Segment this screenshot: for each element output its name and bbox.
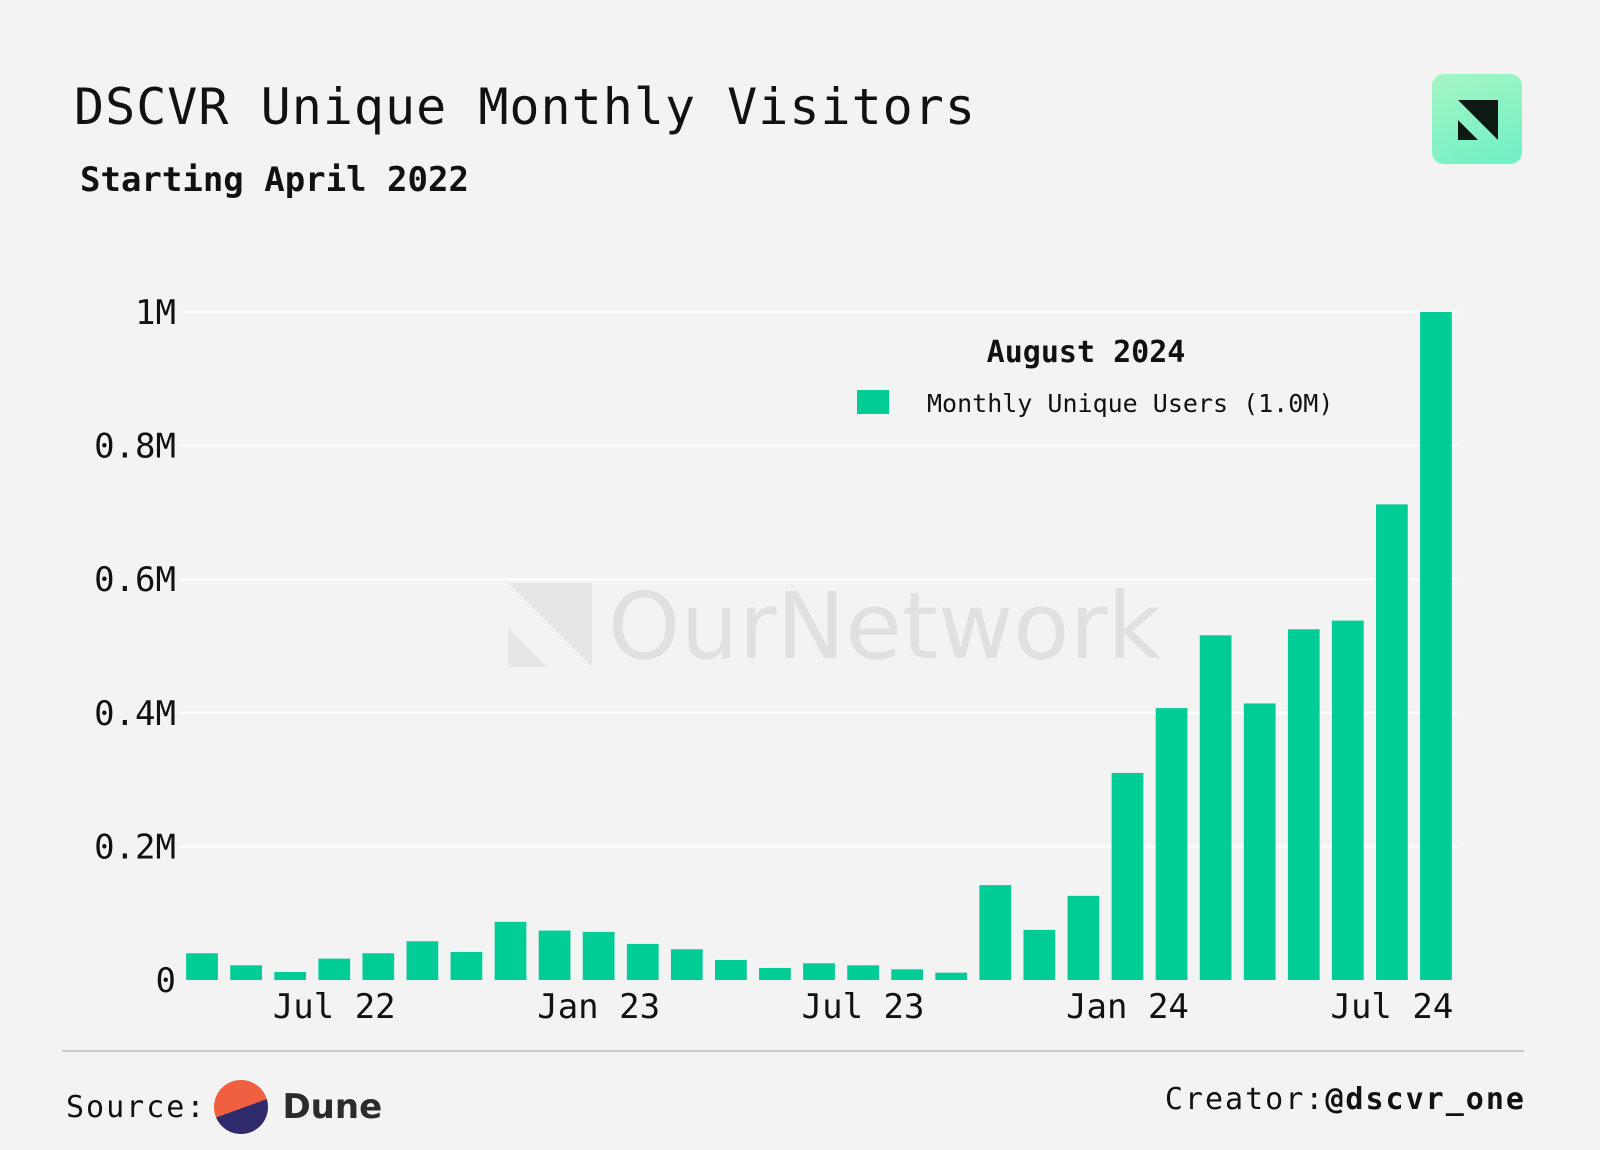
- bar: [406, 941, 439, 980]
- watermark-logo-icon: [508, 583, 592, 667]
- bar: [538, 930, 571, 980]
- x-axis: Jul 22 Jan 23 Jul 23 Jan 24 Jul 24: [273, 987, 1453, 1027]
- source: Source: Dune: [66, 1080, 382, 1134]
- bar: [847, 965, 879, 980]
- footer-divider: [62, 1050, 1524, 1052]
- bar: [714, 959, 747, 980]
- y-tick-label: 0.4M: [94, 694, 176, 734]
- bar: [759, 967, 791, 980]
- legend-title: August 2024: [987, 335, 1186, 370]
- bar: [494, 921, 527, 980]
- bar: [1287, 629, 1320, 980]
- bar: [1199, 635, 1232, 980]
- creator: Creator:@dscvr_one: [1165, 1082, 1526, 1117]
- y-tick-label: 1M: [135, 293, 176, 333]
- source-label: Source:: [66, 1089, 207, 1125]
- y-axis: 0 0.2M 0.4M 0.6M 0.8M 1M: [94, 293, 176, 1001]
- bar: [1111, 772, 1144, 980]
- x-tick-label: Jan 23: [537, 987, 660, 1027]
- x-tick-label: Jul 23: [802, 987, 925, 1027]
- bar: [935, 972, 968, 980]
- bar: [274, 971, 307, 980]
- dune-logo-icon: [214, 1080, 269, 1134]
- chart-title: DSCVR Unique Monthly Visitors: [74, 78, 976, 136]
- chart-subtitle: Starting April 2022: [80, 160, 469, 200]
- bar: [1243, 703, 1276, 980]
- bar: [1067, 895, 1100, 980]
- bar: [450, 951, 483, 980]
- creator-label: Creator:: [1164, 1082, 1326, 1117]
- y-tick-label: 0: [156, 961, 176, 1001]
- bar: [318, 958, 351, 980]
- y-tick-label: 0.2M: [94, 827, 176, 867]
- watermark-text: OurNetwork: [608, 573, 1161, 680]
- bar: [1331, 620, 1364, 980]
- ournetwork-logo-icon: [1432, 74, 1522, 164]
- creator-handle: @dscvr_one: [1325, 1082, 1526, 1117]
- bar: [1155, 708, 1188, 980]
- bar: [230, 965, 262, 980]
- bar: [362, 953, 395, 980]
- watermark: OurNetwork: [508, 573, 1161, 680]
- bar: [670, 949, 703, 980]
- bar: [979, 885, 1012, 980]
- bar: [891, 969, 924, 980]
- x-tick-label: Jul 24: [1330, 987, 1453, 1027]
- legend-entry: Monthly Unique Users (1.0M): [927, 389, 1333, 418]
- bar: [1376, 504, 1408, 980]
- source-name: Dune: [282, 1087, 383, 1127]
- bar: [582, 931, 615, 980]
- bar-chart: OurNetwork 0 0.2M 0.4M 0.6M 0.8M 1M Jul 22 Jan…: [94, 293, 1458, 1027]
- bar-series: [186, 312, 1452, 980]
- legend: August 2024 Monthly Unique Users (1.0M): [857, 335, 1333, 418]
- legend-swatch: [857, 390, 889, 414]
- y-tick-label: 0.6M: [94, 560, 176, 600]
- y-tick-label: 0.8M: [94, 427, 176, 467]
- x-tick-label: Jul 22: [273, 987, 396, 1027]
- bar: [1420, 312, 1452, 980]
- x-tick-label: Jan 24: [1066, 987, 1189, 1027]
- bar: [803, 963, 835, 980]
- bar: [626, 943, 659, 980]
- bar: [186, 953, 218, 980]
- bar: [1023, 929, 1056, 980]
